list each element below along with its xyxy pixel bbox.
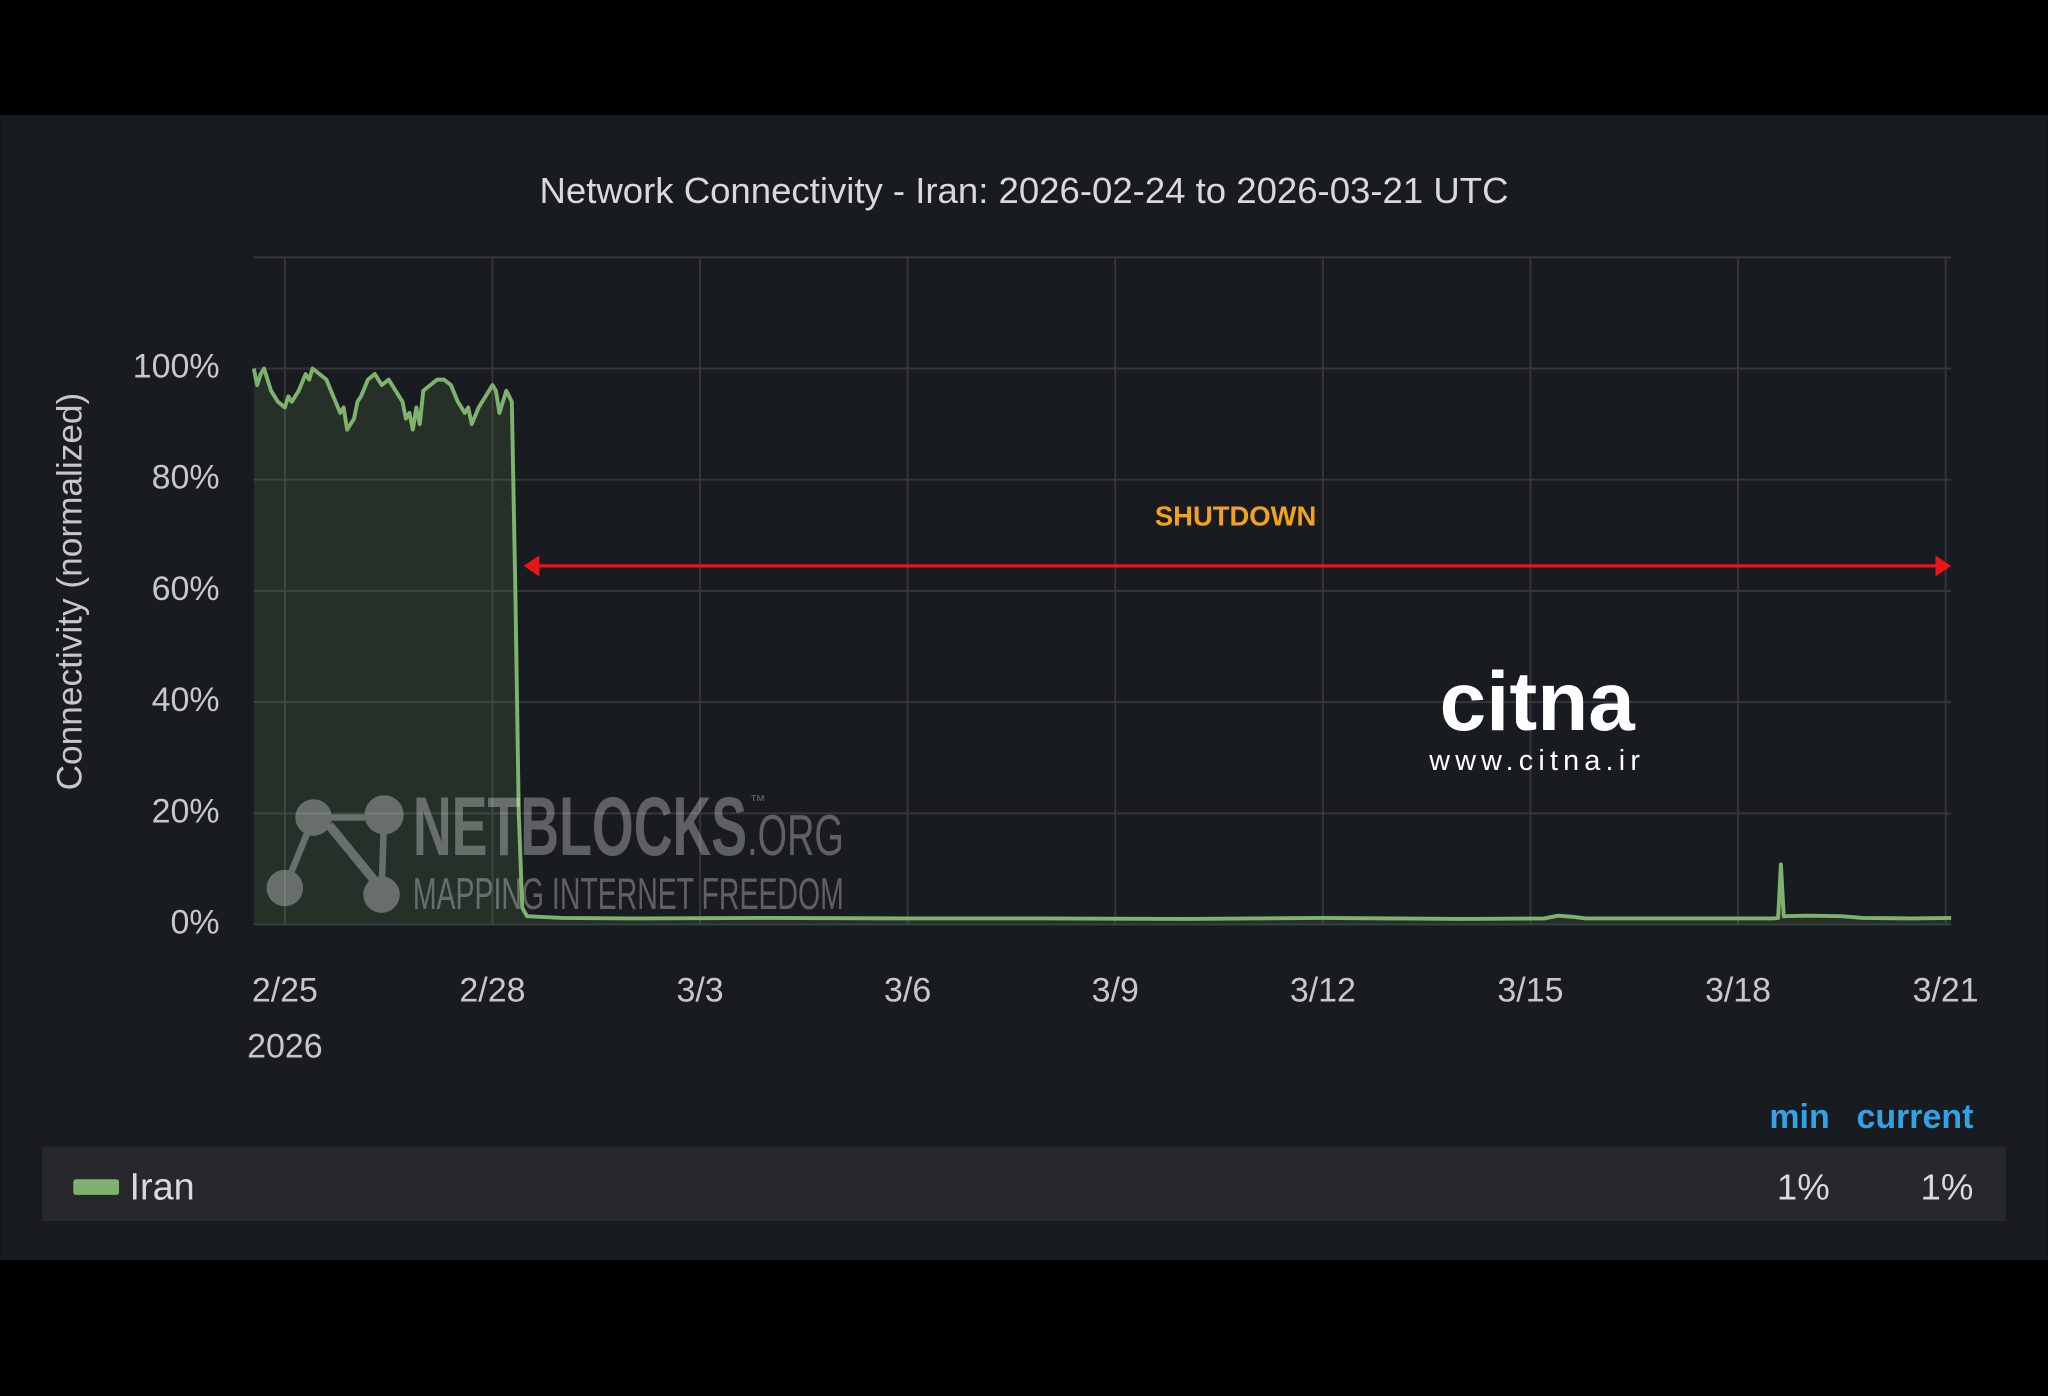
- x-year-label: 2026: [247, 1028, 323, 1066]
- panel: [0, 114, 2048, 1261]
- legend-header: min: [1769, 1098, 1829, 1136]
- x-tick-label: 3/18: [1705, 971, 1771, 1009]
- annotation-label: SHUTDOWN: [1155, 501, 1316, 532]
- x-tick-label: 3/15: [1497, 971, 1563, 1009]
- x-tick-label: 2/28: [459, 971, 525, 1009]
- legend-swatch: [73, 1179, 120, 1195]
- citna-url: www.citna.ir: [1428, 745, 1645, 777]
- arrow-head: [523, 555, 540, 577]
- x-tick-label: 3/12: [1290, 971, 1356, 1009]
- x-tick-label: 3/21: [1913, 971, 1979, 1009]
- legend-stat: 1%: [1921, 1166, 1974, 1207]
- y-tick-label: 100%: [133, 347, 220, 385]
- netblocks-org: .ORG: [747, 804, 844, 868]
- y-axis-title: Connectivity (normalized): [50, 393, 89, 791]
- y-tick-label: 40%: [152, 681, 220, 719]
- legend-row: [41, 1146, 2007, 1222]
- citna-logo: citna: [1440, 654, 1636, 748]
- netblocks-tm: ™: [750, 793, 766, 810]
- x-tick-label: 2/25: [252, 971, 318, 1009]
- y-tick-label: 80%: [152, 459, 220, 497]
- area-fill: [253, 368, 1952, 925]
- netblocks-text: NETBLOCKS: [413, 779, 747, 873]
- netblocks-watermark: NETBLOCKS .ORG ™ MAPPING INTERNET FREEDO…: [266, 779, 844, 919]
- y-tick-label: 60%: [152, 570, 220, 608]
- x-tick-label: 3/9: [1092, 971, 1139, 1009]
- netblocks-tagline: MAPPING INTERNET FREEDOM: [413, 870, 844, 919]
- legend-label: Iran: [129, 1167, 194, 1209]
- x-tick-label: 3/3: [676, 971, 723, 1009]
- legend-stat: 1%: [1777, 1166, 1830, 1207]
- x-tick-label: 3/6: [884, 971, 931, 1009]
- y-tick-label: 20%: [152, 792, 220, 830]
- legend-header: current: [1856, 1098, 1973, 1136]
- chart-title: Network Connectivity - Iran: 2026-02-24 …: [540, 170, 1509, 211]
- line: [251, 366, 1952, 921]
- arrow-head: [1935, 555, 1952, 577]
- y-tick-label: 0%: [171, 904, 220, 942]
